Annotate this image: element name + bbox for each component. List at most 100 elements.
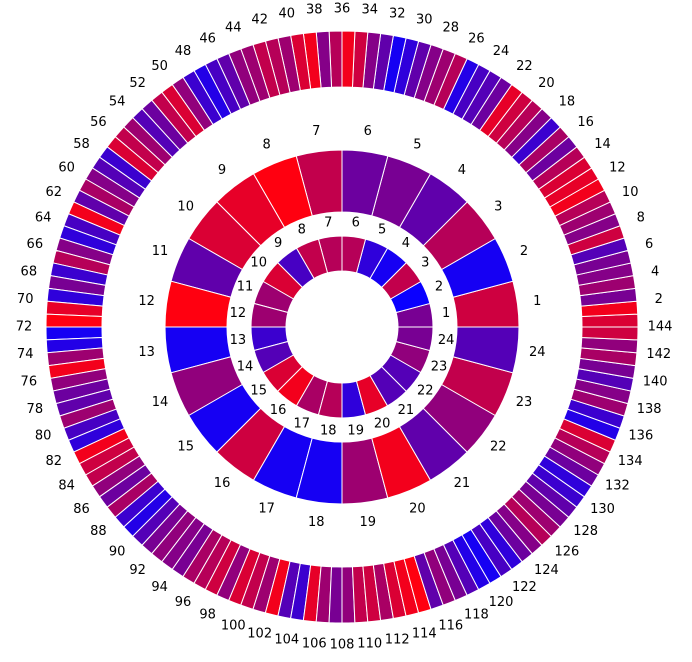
outer-label-36: 36 [334, 2, 351, 17]
middle-label-4: 4 [458, 163, 466, 178]
outer-label-72: 72 [16, 320, 33, 335]
inner-label-7: 7 [324, 215, 332, 230]
inner-label-2: 2 [435, 279, 443, 294]
outer-label-116: 116 [438, 618, 463, 633]
outer-label-122: 122 [512, 580, 537, 595]
outer-label-40: 40 [279, 6, 296, 21]
middle-label-15: 15 [177, 439, 194, 454]
middle-label-16: 16 [214, 476, 231, 491]
outer-ring-labels: 2468101214161820222426283032343638404244… [16, 2, 673, 653]
outer-label-66: 66 [27, 237, 44, 252]
outer-label-134: 134 [618, 454, 643, 469]
inner-label-12: 12 [230, 306, 247, 321]
inner-label-21: 21 [398, 403, 415, 418]
outer-label-130: 130 [590, 502, 615, 517]
inner-label-17: 17 [294, 417, 311, 432]
outer-label-74: 74 [17, 347, 34, 362]
inner-label-14: 14 [237, 360, 254, 375]
outer-label-112: 112 [385, 633, 410, 648]
inner-label-9: 9 [274, 236, 282, 251]
inner-label-8: 8 [298, 222, 306, 237]
middle-label-21: 21 [454, 476, 471, 491]
outer-label-126: 126 [554, 544, 579, 559]
middle-ring [164, 149, 520, 505]
middle-label-12: 12 [138, 294, 155, 309]
middle-label-1: 1 [533, 294, 541, 309]
inner-label-19: 19 [347, 424, 364, 439]
outer-label-110: 110 [357, 636, 382, 651]
outer-label-104: 104 [274, 633, 299, 648]
inner-segment-24 [395, 326, 434, 352]
middle-label-24: 24 [529, 345, 546, 360]
inner-label-5: 5 [378, 222, 386, 237]
middle-label-2: 2 [520, 244, 528, 259]
outer-label-20: 20 [538, 76, 555, 91]
outer-segment-108 [328, 566, 343, 624]
outer-label-120: 120 [489, 595, 514, 610]
outer-label-78: 78 [27, 402, 44, 417]
outer-label-128: 128 [573, 524, 598, 539]
middle-label-18: 18 [308, 515, 325, 530]
outer-label-2: 2 [655, 292, 663, 307]
outer-label-6: 6 [645, 237, 653, 252]
outer-label-98: 98 [199, 608, 216, 623]
outer-segment-72 [45, 313, 103, 328]
outer-label-10: 10 [622, 185, 639, 200]
outer-label-28: 28 [442, 21, 459, 36]
outer-label-114: 114 [412, 627, 437, 642]
middle-label-9: 9 [218, 163, 226, 178]
outer-label-30: 30 [416, 12, 433, 27]
outer-label-38: 38 [306, 3, 323, 18]
outer-label-52: 52 [129, 76, 146, 91]
middle-segment-24 [452, 326, 520, 374]
outer-label-44: 44 [225, 21, 242, 36]
outer-label-94: 94 [151, 580, 168, 595]
middle-label-17: 17 [258, 502, 275, 517]
outer-label-132: 132 [605, 479, 630, 494]
outer-label-82: 82 [46, 454, 63, 469]
outer-label-18: 18 [559, 95, 576, 110]
outer-label-34: 34 [361, 3, 378, 18]
outer-label-102: 102 [247, 627, 272, 642]
outer-label-22: 22 [516, 59, 533, 74]
inner-label-4: 4 [402, 236, 410, 251]
outer-label-140: 140 [643, 375, 668, 390]
outer-label-108: 108 [330, 638, 355, 653]
outer-label-16: 16 [577, 115, 594, 130]
inner-label-23: 23 [431, 360, 448, 375]
middle-label-23: 23 [516, 395, 533, 410]
outer-label-84: 84 [58, 479, 75, 494]
middle-label-5: 5 [413, 137, 421, 152]
outer-label-32: 32 [389, 6, 406, 21]
outer-label-90: 90 [109, 544, 126, 559]
outer-segment-36 [341, 30, 356, 88]
outer-label-76: 76 [21, 375, 38, 390]
outer-label-48: 48 [175, 44, 192, 59]
middle-label-20: 20 [409, 502, 426, 517]
outer-label-4: 4 [651, 264, 659, 279]
outer-label-64: 64 [35, 211, 52, 226]
inner-label-11: 11 [237, 279, 254, 294]
outer-label-88: 88 [90, 524, 107, 539]
inner-label-10: 10 [250, 256, 267, 271]
outer-label-106: 106 [302, 636, 327, 651]
outer-label-138: 138 [637, 402, 662, 417]
outer-label-26: 26 [468, 31, 485, 46]
middle-label-3: 3 [494, 200, 502, 215]
outer-label-50: 50 [151, 59, 168, 74]
outer-ring [45, 30, 639, 624]
outer-label-12: 12 [609, 161, 626, 176]
inner-label-16: 16 [270, 403, 287, 418]
inner-label-24: 24 [438, 333, 455, 348]
outer-label-144: 144 [648, 320, 673, 335]
outer-label-100: 100 [221, 618, 246, 633]
middle-label-10: 10 [177, 200, 194, 215]
inner-ring [250, 235, 434, 419]
outer-label-86: 86 [73, 502, 90, 517]
inner-label-3: 3 [421, 256, 429, 271]
middle-label-6: 6 [364, 124, 372, 139]
outer-label-46: 46 [199, 31, 216, 46]
